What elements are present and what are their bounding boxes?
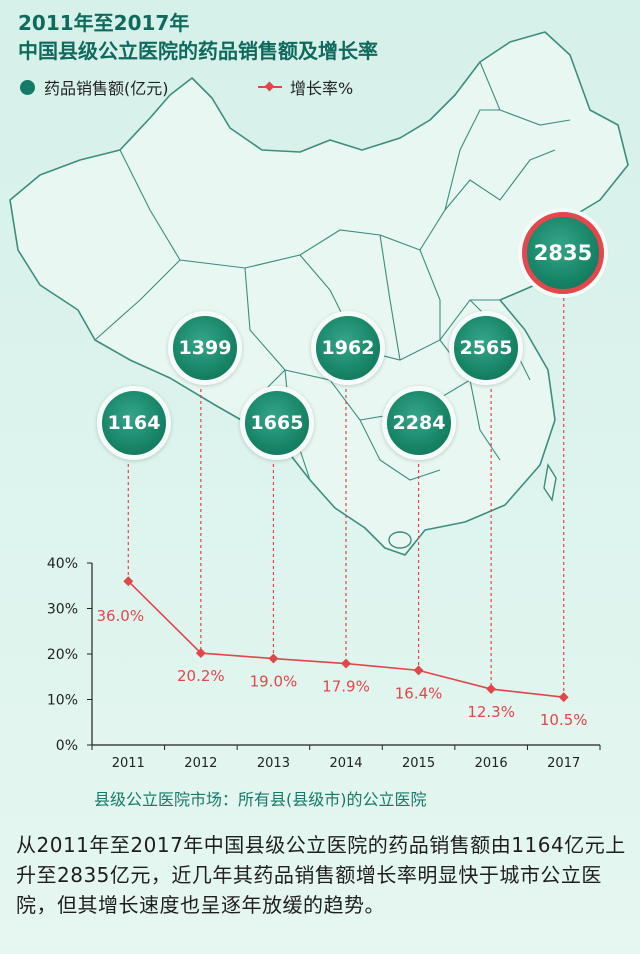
chart-title-line1: 2011年至2017年 — [18, 11, 190, 35]
x-tick-label-2016: 2016 — [475, 756, 508, 771]
growth-label-2012: 20.2% — [177, 667, 225, 685]
legend-growth-label: 增长率% — [290, 79, 354, 98]
legend-growth: 增长率% — [258, 76, 353, 98]
legend-sales: 药品销售额(亿元) — [20, 76, 169, 98]
growth-point-2012 — [195, 648, 206, 659]
sales-bubble-2015: 2284 — [382, 386, 456, 460]
growth-point-2013 — [268, 653, 279, 664]
growth-point-2017 — [558, 692, 569, 703]
sales-bubble-2011: 1164 — [97, 386, 171, 460]
x-tick-label-2015: 2015 — [402, 756, 435, 771]
legend-sales-dot-icon — [20, 79, 35, 95]
x-tick-label-2017: 2017 — [547, 756, 580, 771]
legend-growth-line-icon — [258, 86, 282, 88]
growth-label-2015: 16.4% — [395, 684, 443, 702]
growth-label-2016: 12.3% — [467, 703, 515, 721]
growth-label-2017: 10.5% — [540, 711, 588, 729]
sales-bubble-2016: 2565 — [449, 311, 523, 385]
y-tick-label: 30% — [47, 602, 78, 618]
y-tick-label: 40% — [47, 556, 78, 572]
growth-label-2011: 36.0% — [96, 607, 144, 625]
sales-bubble-2014: 1962 — [311, 311, 385, 385]
footnote: 县级公立医院市场：所有县(县级市)的公立医院 — [94, 790, 427, 809]
x-tick-label-2014: 2014 — [329, 756, 362, 771]
sales-bubble-2017: 2835 — [522, 212, 604, 294]
legend-sales-label: 药品销售额(亿元) — [44, 79, 169, 98]
x-tick-label-2013: 2013 — [257, 756, 290, 771]
growth-point-2014 — [341, 658, 351, 669]
y-tick-label: 20% — [47, 647, 78, 663]
y-tick-label: 10% — [47, 693, 78, 709]
growth-point-2011 — [123, 576, 134, 587]
growth-label-2014: 17.9% — [322, 678, 370, 696]
sales-bubble-2012: 1399 — [168, 311, 242, 385]
sales-bubble-2013: 1665 — [240, 386, 314, 460]
x-tick-label-2011: 2011 — [112, 756, 145, 771]
x-tick-label-2012: 2012 — [184, 756, 217, 771]
growth-point-2015 — [413, 665, 424, 676]
growth-label-2013: 19.0% — [250, 673, 298, 691]
chart-title-line2: 中国县级公立医院的药品销售额及增长率 — [18, 39, 378, 63]
growth-point-2016 — [486, 684, 497, 694]
summary-paragraph: 从2011年至2017年中国县级公立医院的药品销售额由1164亿元上升至2835… — [16, 833, 626, 917]
y-tick-label: 0% — [56, 738, 78, 754]
